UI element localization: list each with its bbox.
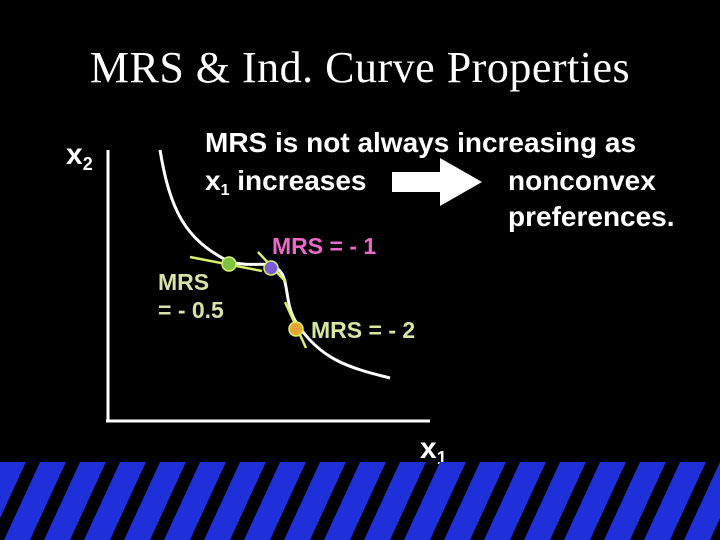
stripe bbox=[484, 462, 546, 540]
note-line-2: x1 increases bbox=[205, 165, 367, 199]
y-axis-label: x2 bbox=[66, 138, 93, 174]
note-line-1: MRS is not always increasing as bbox=[205, 127, 637, 158]
slide-title: MRS & Ind. Curve Properties bbox=[89, 43, 631, 92]
stripe bbox=[44, 462, 106, 540]
stripe bbox=[364, 462, 426, 540]
stripe bbox=[84, 462, 146, 540]
stripe bbox=[244, 462, 306, 540]
stripe bbox=[564, 462, 626, 540]
stripe bbox=[644, 462, 706, 540]
mrs-mid-label: MRS = - 1 bbox=[272, 233, 377, 259]
stripe bbox=[164, 462, 226, 540]
stripe bbox=[4, 462, 66, 540]
decorative-stripe-band bbox=[0, 462, 720, 540]
stripe bbox=[604, 462, 666, 540]
stripe bbox=[684, 462, 720, 540]
stripe bbox=[324, 462, 386, 540]
mrs-right-label: MRS = - 2 bbox=[311, 317, 416, 343]
stripe bbox=[444, 462, 506, 540]
implies-arrow bbox=[392, 158, 482, 206]
nonconvex-label: nonconvex bbox=[508, 165, 656, 196]
tangency-point-purple bbox=[263, 260, 279, 276]
stripe bbox=[404, 462, 466, 540]
x-axis-label: x1 bbox=[420, 432, 447, 468]
stripe bbox=[284, 462, 346, 540]
stripe bbox=[524, 462, 586, 540]
tangency-point-green bbox=[221, 256, 237, 272]
stripe bbox=[204, 462, 266, 540]
tangency-point-orange bbox=[288, 321, 304, 337]
stripe bbox=[124, 462, 186, 540]
preferences-label: preferences. bbox=[508, 201, 675, 232]
mrs-left-label: MRS = - 0.5 bbox=[158, 269, 224, 323]
